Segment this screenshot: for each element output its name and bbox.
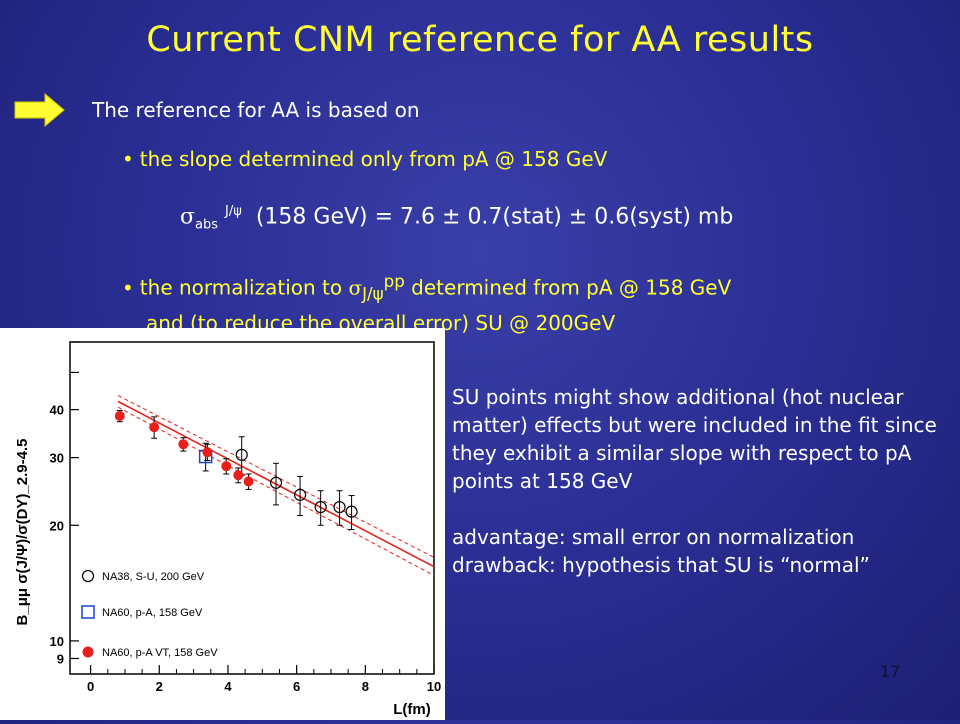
y-tick-label: 10	[50, 634, 64, 649]
y-tick-label: 30	[50, 451, 64, 466]
side-notes: SU points might show additional (hot nuc…	[452, 383, 952, 579]
data-point-pa-vt	[243, 476, 254, 487]
y-tick-label: 40	[50, 403, 64, 418]
data-point-pa-vt	[178, 439, 189, 450]
sigma-symbol: σ	[180, 204, 196, 230]
data-point-su	[293, 488, 307, 501]
x-tick-label: 0	[87, 679, 94, 694]
bullet-dot: •	[122, 275, 134, 300]
legend-label: NA60, p-A VT, 158 GeV	[102, 647, 218, 659]
data-point-pa-vt	[233, 470, 244, 481]
x-tick-label: 6	[293, 679, 300, 694]
side-note-su-points: SU points might show additional (hot nuc…	[452, 385, 937, 493]
legend-label: NA60, p-A, 158 GeV	[102, 607, 203, 619]
plot-frame	[69, 341, 435, 675]
legend-marker-pa	[81, 605, 95, 619]
data-point-su	[235, 448, 248, 461]
bullet-normalization: • the normalization to σJ/ψpp determined …	[122, 268, 731, 337]
x-axis-label: L(fm)	[393, 701, 431, 718]
y-tick-label: 9	[57, 651, 64, 666]
legend-label: NA38, S-U, 200 GeV	[102, 571, 205, 583]
bullet-norm-pre: the normalization to	[139, 275, 343, 300]
formula-superscript: J/ψ	[225, 204, 242, 219]
y-tick-label: 20	[50, 518, 64, 533]
side-note-drawback: drawback: hypothesis that SU is “normal”	[452, 553, 870, 577]
side-note-advantage: advantage: small error on normalization	[452, 525, 855, 549]
data-point-su	[345, 505, 358, 518]
x-tick-label: 10	[427, 679, 441, 694]
right-arrow-icon	[14, 92, 65, 128]
bullet-dot: •	[122, 147, 134, 171]
y-axis-label: B_μμ σ(J/Ψ)/σ(DY)_2.9-4.5	[14, 439, 31, 626]
absorption-formula: σabs J/ψ (158 GeV) = 7.6 ± 0.7(stat) ± 0…	[180, 204, 733, 233]
data-point-pa-vt	[221, 461, 232, 472]
formula-subscript: abs	[195, 217, 219, 233]
data-point-pa-vt	[114, 411, 125, 422]
norm-subscript: J/ψ	[362, 284, 384, 304]
data-point-su	[333, 501, 346, 514]
bullet-norm-post: determined from pA @ 158 GeV	[411, 275, 732, 300]
page-number: 17	[880, 662, 901, 681]
x-tick-label: 8	[362, 679, 369, 694]
slide-title: Current CNM reference for AA results	[146, 20, 814, 60]
x-tick-label: 4	[224, 679, 232, 694]
side-note-spacer	[452, 495, 952, 523]
sigma-symbol: σ	[348, 275, 363, 300]
chart-panel: B_μμ σ(J/Ψ)/σ(DY)_2.9-4.5 L(fm) 0 2 4 6 8 10 9…	[0, 328, 445, 720]
formula-value: (158 GeV) = 7.6 ± 0.7(stat) ± 0.6(syst) …	[255, 204, 734, 230]
bullet-slope: • the slope determined only from pA @ 158…	[122, 147, 607, 171]
legend-marker-pa-vt	[82, 646, 94, 658]
norm-superscript: pp	[383, 272, 405, 291]
intro-text: The reference for AA is based on	[92, 98, 420, 122]
jpsi-dy-chart: B_μμ σ(J/Ψ)/σ(DY)_2.9-4.5 L(fm) 0 2 4 6 8 10 9…	[14, 341, 441, 718]
legend-marker-su	[81, 569, 95, 583]
data-point-pa-vt	[202, 447, 213, 458]
data-point-su	[269, 476, 283, 489]
x-tick-label: 2	[156, 679, 163, 694]
bullet-slope-text: the slope determined only from pA @ 158 …	[139, 147, 608, 171]
data-point-su	[314, 501, 327, 514]
data-point-pa-vt	[149, 422, 160, 433]
